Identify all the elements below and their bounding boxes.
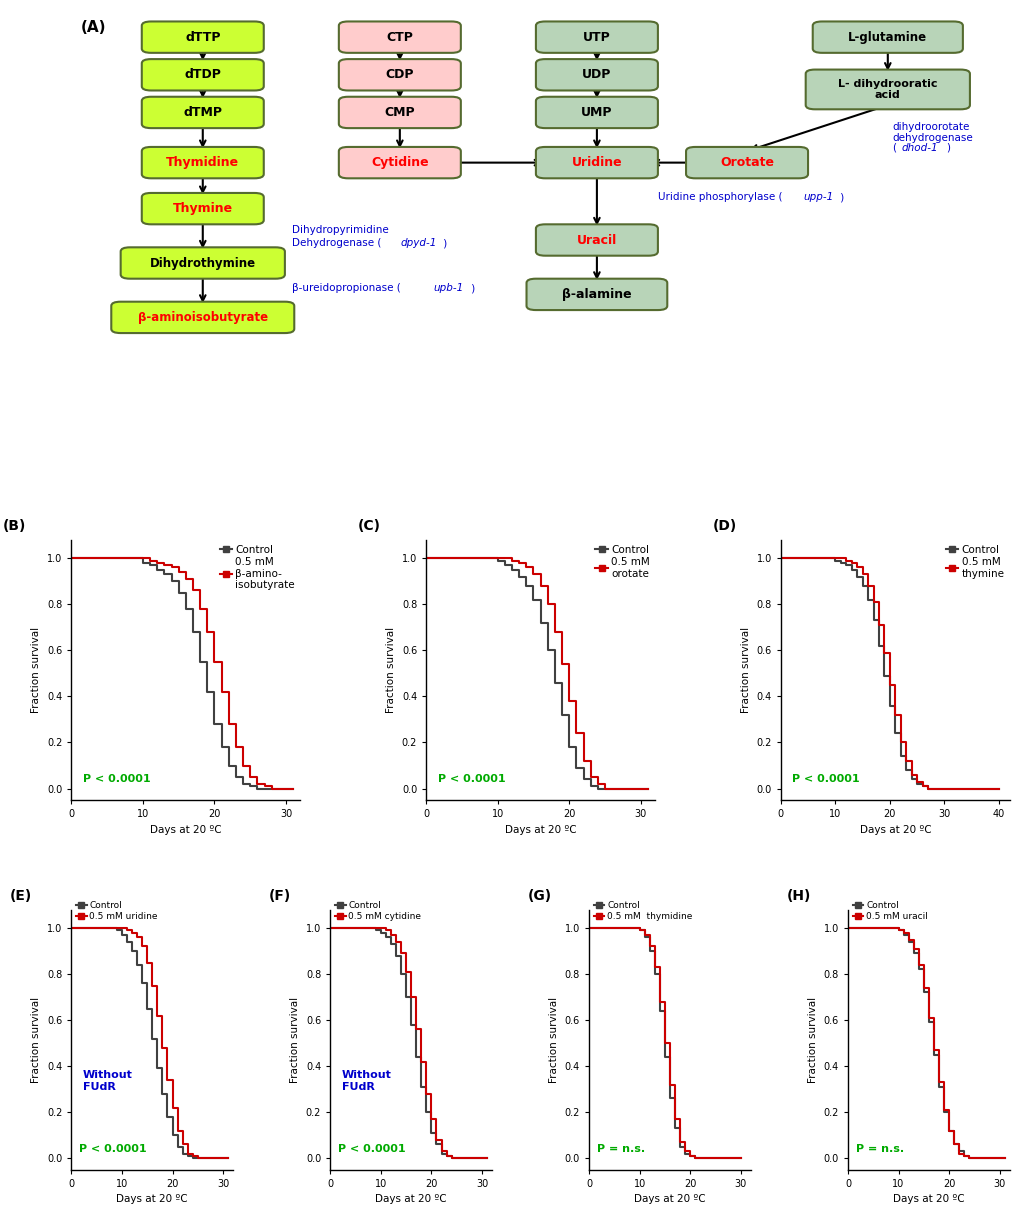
Text: P = n.s.: P = n.s. [597, 1144, 645, 1154]
FancyBboxPatch shape [686, 147, 807, 178]
Text: CTP: CTP [386, 30, 413, 43]
FancyBboxPatch shape [812, 22, 962, 53]
Text: β-alamine: β-alamine [561, 288, 631, 300]
FancyBboxPatch shape [535, 147, 657, 178]
Text: Thymine: Thymine [172, 203, 232, 215]
Text: dTTP: dTTP [184, 30, 220, 43]
Text: ): ) [837, 192, 844, 203]
Legend: Control, 0.5 mM uracil: Control, 0.5 mM uracil [848, 897, 930, 925]
Legend: Control, 0.5 mM
thymine: Control, 0.5 mM thymine [941, 540, 1008, 582]
Text: P = n.s.: P = n.s. [855, 1144, 903, 1154]
X-axis label: Days at 20 ºC: Days at 20 ºC [504, 825, 576, 835]
FancyBboxPatch shape [535, 22, 657, 53]
X-axis label: Days at 20 ºC: Days at 20 ºC [859, 825, 930, 835]
Text: dehydrogenase: dehydrogenase [892, 133, 972, 142]
FancyBboxPatch shape [535, 96, 657, 128]
Text: ): ) [945, 144, 949, 153]
Text: UMP: UMP [581, 106, 612, 119]
X-axis label: Days at 20 ºC: Days at 20 ºC [893, 1194, 964, 1205]
Text: dihydroorotate: dihydroorotate [892, 122, 969, 133]
Text: Uridine: Uridine [571, 156, 622, 169]
Text: P < 0.0001: P < 0.0001 [79, 1144, 147, 1154]
Y-axis label: Fraction survival: Fraction survival [290, 996, 300, 1083]
Text: ): ) [468, 283, 475, 293]
Text: P < 0.0001: P < 0.0001 [83, 774, 151, 784]
FancyBboxPatch shape [111, 302, 294, 333]
Text: upp-1: upp-1 [803, 192, 833, 203]
Legend: Control, 0.5 mM cytidine: Control, 0.5 mM cytidine [331, 897, 425, 925]
Text: P < 0.0001: P < 0.0001 [338, 1144, 406, 1154]
X-axis label: Days at 20 ºC: Days at 20 ºC [116, 1194, 187, 1205]
Text: β-ureidopropionase (: β-ureidopropionase ( [291, 283, 404, 293]
Text: Uridine phosphorylase (: Uridine phosphorylase ( [657, 192, 785, 203]
FancyBboxPatch shape [338, 147, 461, 178]
Legend: Control, 0.5 mM
β-amino-
isobutyrate: Control, 0.5 mM β-amino- isobutyrate [215, 540, 299, 595]
FancyBboxPatch shape [526, 279, 666, 310]
FancyBboxPatch shape [142, 96, 264, 128]
Text: Uracil: Uracil [576, 234, 616, 246]
Legend: Control, 0.5 mM uridine: Control, 0.5 mM uridine [72, 897, 161, 925]
Text: L- dihydrooratic
acid: L- dihydrooratic acid [838, 78, 936, 100]
Legend: Control, 0.5 mM  thymidine: Control, 0.5 mM thymidine [589, 897, 696, 925]
FancyBboxPatch shape [338, 22, 461, 53]
Text: (D): (D) [711, 519, 736, 533]
FancyBboxPatch shape [338, 59, 461, 90]
Text: Without
FUdR: Without FUdR [341, 1070, 391, 1091]
Text: β-aminoisobutyrate: β-aminoisobutyrate [138, 311, 268, 324]
FancyBboxPatch shape [535, 59, 657, 90]
Text: CDP: CDP [385, 69, 414, 81]
FancyBboxPatch shape [142, 147, 264, 178]
Text: upb-1: upb-1 [433, 283, 464, 293]
Y-axis label: Fraction survival: Fraction survival [807, 996, 817, 1083]
Text: dhod-1: dhod-1 [901, 144, 937, 153]
Text: UTP: UTP [583, 30, 610, 43]
Y-axis label: Fraction survival: Fraction survival [740, 627, 750, 713]
Y-axis label: Fraction survival: Fraction survival [32, 627, 42, 713]
Text: (C): (C) [357, 519, 380, 533]
Text: (H): (H) [786, 889, 810, 903]
FancyBboxPatch shape [338, 96, 461, 128]
Text: (E): (E) [10, 889, 33, 903]
X-axis label: Days at 20 ºC: Days at 20 ºC [150, 825, 221, 835]
Text: Cytidine: Cytidine [371, 156, 428, 169]
Text: Dihydrothymine: Dihydrothymine [150, 257, 256, 269]
FancyBboxPatch shape [142, 193, 264, 224]
Text: Orotate: Orotate [719, 156, 773, 169]
Text: dTDP: dTDP [184, 69, 221, 81]
Text: L-glutamine: L-glutamine [848, 30, 926, 43]
Text: CMP: CMP [384, 106, 415, 119]
FancyBboxPatch shape [805, 70, 969, 110]
Text: dpyd-1: dpyd-1 [400, 239, 437, 248]
Text: ): ) [440, 239, 447, 248]
Text: Dehydrogenase (: Dehydrogenase ( [291, 239, 384, 248]
FancyBboxPatch shape [535, 224, 657, 256]
Text: dTMP: dTMP [183, 106, 222, 119]
Text: P < 0.0001: P < 0.0001 [437, 774, 504, 784]
Text: (B): (B) [3, 519, 26, 533]
Y-axis label: Fraction survival: Fraction survival [386, 627, 395, 713]
Text: (G): (G) [527, 889, 551, 903]
Text: (F): (F) [269, 889, 290, 903]
Y-axis label: Fraction survival: Fraction survival [32, 996, 42, 1083]
Legend: Control, 0.5 mM
orotate: Control, 0.5 mM orotate [591, 540, 653, 582]
X-axis label: Days at 20 ºC: Days at 20 ºC [634, 1194, 705, 1205]
FancyBboxPatch shape [120, 247, 284, 279]
Text: Thymidine: Thymidine [166, 156, 239, 169]
Text: Dihydropyrimidine: Dihydropyrimidine [291, 224, 388, 234]
Text: UDP: UDP [582, 69, 611, 81]
FancyBboxPatch shape [142, 59, 264, 90]
X-axis label: Days at 20 ºC: Days at 20 ºC [375, 1194, 446, 1205]
Text: P < 0.0001: P < 0.0001 [792, 774, 859, 784]
Y-axis label: Fraction survival: Fraction survival [548, 996, 558, 1083]
FancyBboxPatch shape [142, 22, 264, 53]
Text: Without
FUdR: Without FUdR [83, 1070, 132, 1091]
Text: (: ( [892, 144, 896, 153]
Text: (A): (A) [81, 21, 106, 35]
